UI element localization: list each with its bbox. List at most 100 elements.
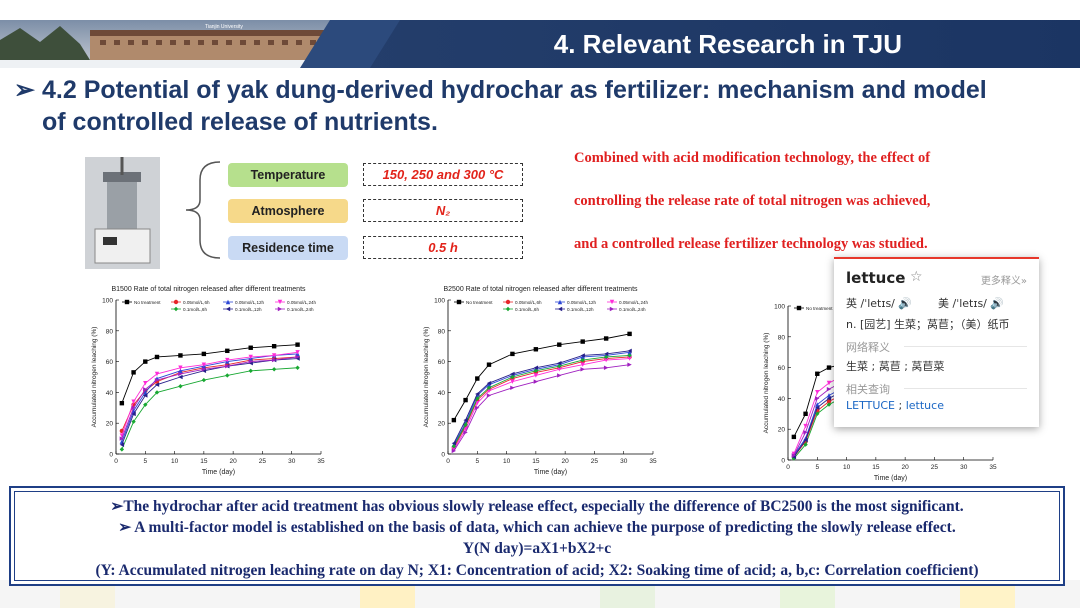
data-point <box>143 387 148 392</box>
legend-entry: 0.1mol/L,24h <box>607 306 646 312</box>
x-tick-label: 15 <box>872 464 880 471</box>
data-point <box>533 347 539 352</box>
data-point <box>201 362 207 367</box>
legend-label: 0.1mol/L,24h <box>619 307 646 312</box>
data-point <box>475 405 480 410</box>
series-line <box>453 356 630 449</box>
legend-entry: 0.05mol/L,6h <box>171 299 210 305</box>
data-point <box>475 376 480 381</box>
data-point <box>248 359 253 364</box>
param-label-atmosphere: Atmosphere <box>228 199 348 223</box>
series-line <box>453 358 630 450</box>
y-tick-label: 80 <box>106 328 114 335</box>
title-banner: Tianjin University 4. Relevant Research … <box>0 20 1080 68</box>
legend-label: 0.05mol/L,24h <box>287 300 317 305</box>
x-tick-label: 35 <box>317 458 325 465</box>
legend-label: 0.05mol/L,24h <box>619 300 649 305</box>
data-point <box>486 385 492 390</box>
data-point <box>154 371 160 377</box>
data-point <box>815 371 820 376</box>
related-queries-title: 相关查询 <box>846 383 890 396</box>
uk-speaker-icon[interactable]: 🔊 <box>898 297 913 310</box>
data-point <box>173 306 179 312</box>
data-point <box>131 411 136 417</box>
data-point <box>131 399 136 404</box>
data-point <box>178 374 183 380</box>
y-tick-label: 20 <box>778 427 786 434</box>
data-point <box>580 354 585 360</box>
x-tick-label: 20 <box>562 458 570 465</box>
legend-label: 0.05mol/L,12h <box>235 300 265 305</box>
data-point <box>463 397 468 403</box>
data-point <box>119 433 125 438</box>
data-point <box>510 371 515 377</box>
y-tick-label: 40 <box>778 396 786 403</box>
data-point <box>451 448 457 454</box>
series-4 <box>119 365 300 452</box>
data-point <box>627 356 632 361</box>
dict-definition: n. [园艺] 生菜；莴苣；（美）纸币 <box>846 318 1010 331</box>
x-tick-label: 0 <box>446 458 450 465</box>
data-point <box>451 444 457 449</box>
data-point <box>580 362 585 367</box>
red-text-line-1: Combined with acid modification technolo… <box>574 150 931 166</box>
data-point <box>131 370 136 375</box>
data-point <box>451 441 457 446</box>
legend-label: 0.05mol/L,12h <box>567 300 597 305</box>
legend-label: No treatment <box>466 300 493 305</box>
data-point <box>173 299 179 305</box>
data-point <box>178 371 183 377</box>
web-definitions: 生菜 ; 莴苣 ; 莴苣菜 <box>846 360 945 373</box>
data-point <box>510 379 515 384</box>
summary-line-4: (Y: Accumulated nitrogen leaching rate o… <box>95 562 979 579</box>
y-tick-label: 0 <box>781 458 785 465</box>
dict-word: lettuce <box>846 269 906 287</box>
y-tick-label: 0 <box>441 452 445 459</box>
x-tick-label: 25 <box>591 458 599 465</box>
favorite-star-icon[interactable]: ☆ <box>910 269 923 285</box>
data-point <box>791 434 797 440</box>
us-phonetic: 美 /ˈletɪs/ <box>938 297 987 310</box>
data-point <box>463 427 468 432</box>
data-point <box>154 382 160 387</box>
param-label-temperature: Temperature <box>228 163 348 187</box>
data-point <box>154 377 160 383</box>
x-tick-label: 20 <box>230 458 238 465</box>
x-tick-label: 5 <box>475 458 479 465</box>
summary-line-1: ➢The hydrochar after acid treatment has … <box>110 498 964 515</box>
related-link-uppercase[interactable]: LETTUCE <box>846 399 896 412</box>
y-tick-label: 100 <box>102 298 113 305</box>
y-tick-label: 20 <box>106 421 114 428</box>
data-point <box>557 360 562 366</box>
data-point <box>796 305 802 311</box>
series-2 <box>119 351 300 444</box>
data-point <box>277 299 283 305</box>
data-point <box>603 351 609 357</box>
series-line <box>453 350 630 444</box>
x-tick-label: 25 <box>931 464 939 471</box>
param-value-temperature: 150, 250 and 300 °C <box>363 163 523 186</box>
related-separator: ; <box>895 399 906 412</box>
red-text-line-3: and a controlled release fertilizer tech… <box>574 236 928 252</box>
data-point <box>826 399 832 404</box>
more-definitions-link[interactable]: 更多释义» <box>980 276 1027 287</box>
related-link-lowercase[interactable]: lettuce <box>905 399 944 412</box>
data-point <box>557 306 563 312</box>
legend-entry: 0.1mol/L,24h <box>275 306 314 312</box>
series-0 <box>119 342 300 406</box>
legend-label: No treatment <box>134 300 161 305</box>
data-point <box>131 405 136 410</box>
data-point <box>295 342 300 347</box>
y-axis-label: Accumulated nitrogen leaching (%) <box>423 327 430 428</box>
us-speaker-icon[interactable]: 🔊 <box>990 297 1005 310</box>
chart-b2500: B2500 Rate of total nitrogen released af… <box>418 282 668 487</box>
web-definitions-title: 网络释义 <box>846 341 890 354</box>
y-tick-label: 80 <box>438 328 446 335</box>
data-point <box>803 442 808 447</box>
data-point <box>225 364 230 369</box>
dictionary-popup[interactable]: lettuce ☆ 更多释义» 英 /ˈletɪs/ 🔊 美 /ˈletɪs/ … <box>834 257 1039 427</box>
data-point <box>533 373 539 378</box>
data-point <box>826 396 832 401</box>
legend-entry: 0.05mol/L,12h <box>555 299 597 305</box>
data-point <box>143 359 148 364</box>
